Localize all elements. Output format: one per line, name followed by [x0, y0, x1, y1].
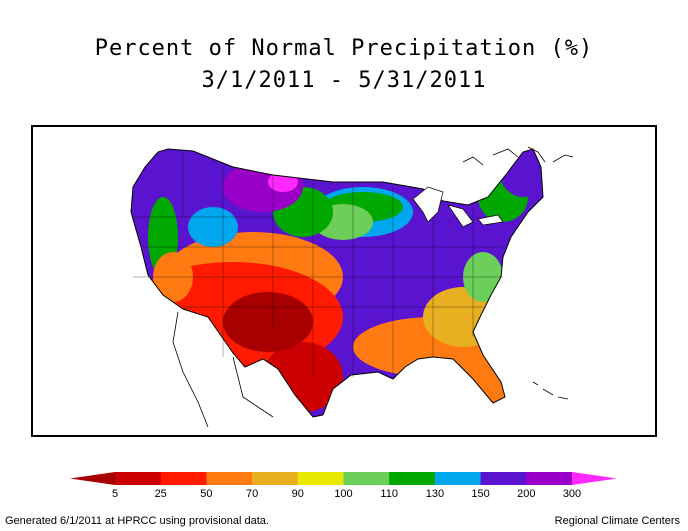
region-florida-peninsula-dry [463, 352, 513, 412]
legend-tick-label: 150 [471, 488, 489, 500]
map-frame [31, 125, 657, 437]
region-pacific-northwest-wet [131, 149, 228, 222]
legend-tick-label: 200 [517, 488, 535, 500]
great-lakes-outline [412, 186, 504, 228]
canada-coast-outline [462, 146, 574, 166]
legend-tick-label: 50 [200, 488, 212, 500]
legend-bar [70, 472, 617, 485]
legend-arrow-high [572, 472, 617, 485]
legend-tick-label: 25 [155, 488, 167, 500]
precipitation-map [130, 146, 574, 428]
legend-labels: 5 25 50 70 90 100 110 130 150 200 300 [112, 488, 581, 500]
legend-tick-label: 110 [380, 488, 398, 500]
legend-tick-label: 90 [292, 488, 304, 500]
legend: 5 25 50 70 90 100 110 130 150 200 300 [70, 472, 617, 500]
legend-arrow-low [70, 472, 115, 485]
page-title: Percent of Normal Precipitation (%) [94, 36, 594, 61]
legend-swatch [389, 472, 436, 485]
legend-swatch [160, 472, 207, 485]
legend-swatch [343, 472, 390, 485]
legend-tick-label: 5 [112, 488, 118, 500]
legend-tick-label: 70 [246, 488, 258, 500]
legend-swatch [252, 472, 299, 485]
us-outline [130, 148, 544, 418]
region-south-texas-dry [263, 342, 343, 412]
legend-tick-label: 100 [334, 488, 352, 500]
state-borders [133, 152, 503, 377]
region-western-near-normal [188, 207, 238, 247]
legend-tick-label: 130 [426, 488, 444, 500]
footer-right: Regional Climate Centers [554, 515, 680, 527]
legend-swatch [480, 472, 527, 485]
legend-swatch [434, 472, 482, 485]
legend-tick-label: 300 [563, 488, 581, 500]
date-range: 3/1/2011 - 5/31/2011 [201, 68, 487, 93]
bahamas-outline [532, 381, 569, 400]
legend-swatch [526, 472, 573, 485]
footer-left: Generated 6/1/2011 at HPRCC using provis… [5, 515, 269, 527]
legend-swatch [297, 472, 344, 485]
region-southern-plains-very-dry [223, 292, 313, 352]
mexico-outline [172, 311, 274, 428]
legend-swatch [206, 472, 253, 485]
legend-swatch [115, 472, 162, 485]
